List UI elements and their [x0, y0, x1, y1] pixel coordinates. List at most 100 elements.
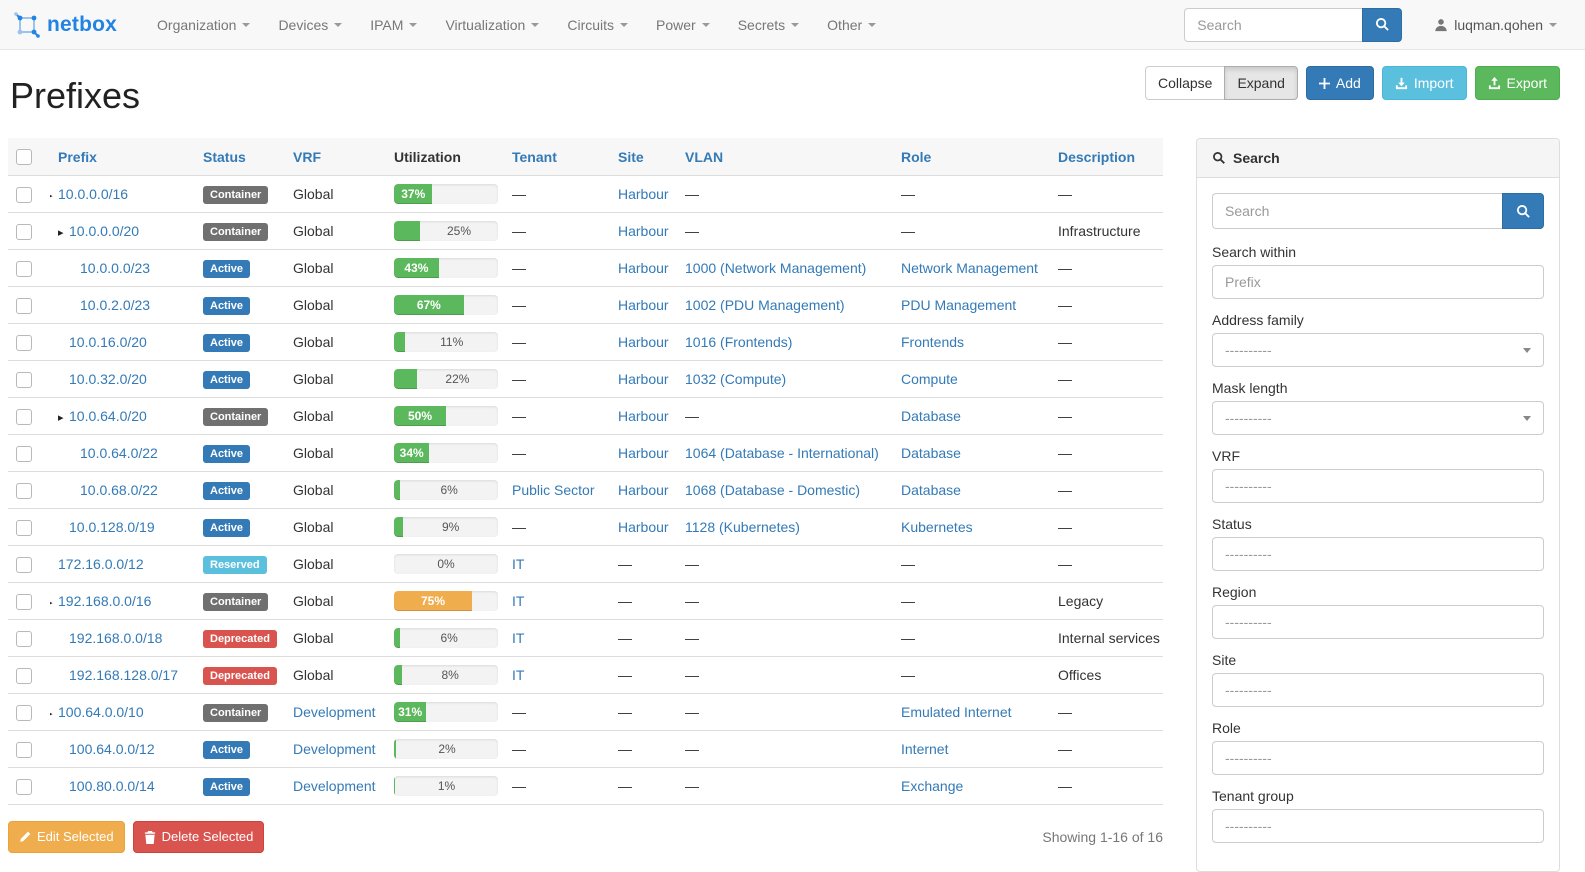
add-button[interactable]: Add [1305, 66, 1374, 100]
vlan-link[interactable]: 1064 (Database - International) [685, 445, 879, 462]
row-checkbox[interactable] [16, 778, 32, 795]
row-checkbox[interactable] [16, 704, 32, 721]
filter-field-multiselect-region[interactable]: ---------- [1212, 605, 1544, 639]
expand-button[interactable]: Expand [1224, 66, 1298, 100]
nav-menu-organization[interactable]: Organization [143, 0, 264, 50]
prefix-link[interactable]: 10.0.0.0/23 [80, 260, 151, 277]
column-sort-link[interactable]: Status [203, 148, 246, 165]
vrf-link[interactable]: Development [293, 741, 376, 758]
role-link[interactable]: Compute [901, 371, 958, 388]
vlan-link[interactable]: 1000 (Network Management) [685, 260, 867, 277]
nav-menu-other[interactable]: Other [813, 0, 890, 50]
prefix-link[interactable]: 10.0.128.0/19 [69, 519, 155, 536]
role-link[interactable]: Emulated Internet [901, 704, 1012, 721]
row-checkbox[interactable] [16, 371, 32, 388]
edit-selected-button[interactable]: Edit Selected [8, 821, 125, 854]
row-checkbox[interactable] [16, 297, 32, 314]
filter-field-multiselect-role[interactable]: ---------- [1212, 741, 1544, 775]
nav-menu-secrets[interactable]: Secrets [724, 0, 813, 50]
filter-field-multiselect-site[interactable]: ---------- [1212, 673, 1544, 707]
prefix-link[interactable]: 10.0.32.0/20 [69, 371, 147, 388]
role-link[interactable]: Database [901, 445, 961, 462]
row-checkbox[interactable] [16, 482, 32, 499]
prefix-link[interactable]: 10.0.64.0/20 [69, 408, 147, 425]
prefix-link[interactable]: 10.0.2.0/23 [80, 297, 151, 314]
nav-menu-circuits[interactable]: Circuits [553, 0, 642, 50]
column-sort-link[interactable]: Site [618, 148, 644, 165]
row-checkbox[interactable] [16, 334, 32, 351]
vlan-link[interactable]: 1032 (Compute) [685, 371, 787, 388]
prefix-link[interactable]: 100.64.0.0/12 [69, 741, 155, 758]
site-link[interactable]: Harbour [618, 186, 669, 203]
row-checkbox[interactable] [16, 556, 32, 573]
user-menu[interactable]: luqman.qohen [1434, 17, 1557, 33]
navbar-search-input[interactable] [1184, 7, 1363, 42]
site-link[interactable]: Harbour [618, 408, 669, 425]
site-link[interactable]: Harbour [618, 260, 669, 277]
vrf-link[interactable]: Development [293, 704, 376, 721]
role-link[interactable]: Exchange [901, 778, 964, 795]
role-link[interactable]: PDU Management [901, 297, 1017, 314]
filter-field-multiselect-vrf[interactable]: ---------- [1212, 469, 1544, 503]
role-link[interactable]: Database [901, 482, 961, 499]
column-sort-link[interactable]: VRF [293, 148, 321, 165]
row-checkbox[interactable] [16, 667, 32, 684]
row-checkbox[interactable] [16, 260, 32, 277]
tenant-link[interactable]: Public Sector [512, 482, 595, 499]
column-sort-link[interactable]: Description [1058, 148, 1136, 165]
delete-selected-button[interactable]: Delete Selected [132, 821, 265, 854]
column-sort-link[interactable]: VLAN [685, 148, 724, 165]
filter-search-input[interactable] [1212, 193, 1502, 229]
role-link[interactable]: Internet [901, 741, 949, 758]
row-checkbox[interactable] [16, 593, 32, 610]
row-checkbox[interactable] [16, 223, 32, 240]
column-sort-link[interactable]: Tenant [512, 148, 557, 165]
role-link[interactable]: Network Management [901, 260, 1038, 277]
nav-menu-devices[interactable]: Devices [264, 0, 356, 50]
row-checkbox[interactable] [16, 519, 32, 536]
site-link[interactable]: Harbour [618, 371, 669, 388]
filter-search-button[interactable] [1502, 193, 1544, 229]
prefix-link[interactable]: 10.0.0.0/16 [58, 186, 129, 203]
prefix-link[interactable]: 192.168.128.0/17 [69, 667, 178, 684]
select-all-checkbox[interactable] [16, 149, 32, 166]
row-checkbox[interactable] [16, 186, 32, 203]
filter-field-multiselect-tenant-group[interactable]: ---------- [1212, 809, 1544, 843]
vlan-link[interactable]: 1002 (PDU Management) [685, 297, 845, 314]
prefix-link[interactable]: 10.0.64.0/22 [80, 445, 158, 462]
prefix-link[interactable]: 192.168.0.0/16 [58, 593, 152, 610]
prefix-link[interactable]: 10.0.0.0/20 [69, 223, 140, 240]
vlan-link[interactable]: 1128 (Kubernetes) [685, 519, 800, 536]
role-link[interactable]: Kubernetes [901, 519, 973, 536]
prefix-link[interactable]: 100.64.0.0/10 [58, 704, 144, 721]
column-sort-link[interactable]: Prefix [58, 148, 97, 165]
site-link[interactable]: Harbour [618, 519, 669, 536]
vlan-link[interactable]: 1016 (Frontends) [685, 334, 793, 351]
filter-field-select-address-family[interactable]: ---------- [1212, 333, 1544, 367]
role-link[interactable]: Database [901, 408, 961, 425]
nav-menu-power[interactable]: Power [642, 0, 724, 50]
row-checkbox[interactable] [16, 630, 32, 647]
collapse-button[interactable]: Collapse [1144, 66, 1226, 100]
prefix-link[interactable]: 192.168.0.0/18 [69, 630, 163, 647]
tenant-link[interactable]: IT [512, 630, 525, 647]
navbar-search-button[interactable] [1362, 7, 1403, 42]
tenant-link[interactable]: IT [512, 667, 525, 684]
vlan-link[interactable]: 1068 (Database - Domestic) [685, 482, 861, 499]
row-checkbox[interactable] [16, 741, 32, 758]
site-link[interactable]: Harbour [618, 334, 669, 351]
netbox-brand[interactable]: netbox [14, 11, 117, 38]
nav-menu-ipam[interactable]: IPAM [356, 0, 431, 50]
role-link[interactable]: Frontends [901, 334, 965, 351]
filter-field-input-search-within[interactable] [1212, 265, 1544, 299]
filter-field-multiselect-status[interactable]: ---------- [1212, 537, 1544, 571]
prefix-link[interactable]: 100.80.0.0/14 [69, 778, 155, 795]
import-button[interactable]: Import [1381, 66, 1467, 100]
vrf-link[interactable]: Development [293, 778, 376, 795]
site-link[interactable]: Harbour [618, 223, 669, 240]
row-checkbox[interactable] [16, 408, 32, 425]
export-button[interactable]: Export [1474, 66, 1560, 100]
site-link[interactable]: Harbour [618, 482, 669, 499]
tenant-link[interactable]: IT [512, 556, 525, 573]
column-sort-link[interactable]: Role [901, 148, 932, 165]
